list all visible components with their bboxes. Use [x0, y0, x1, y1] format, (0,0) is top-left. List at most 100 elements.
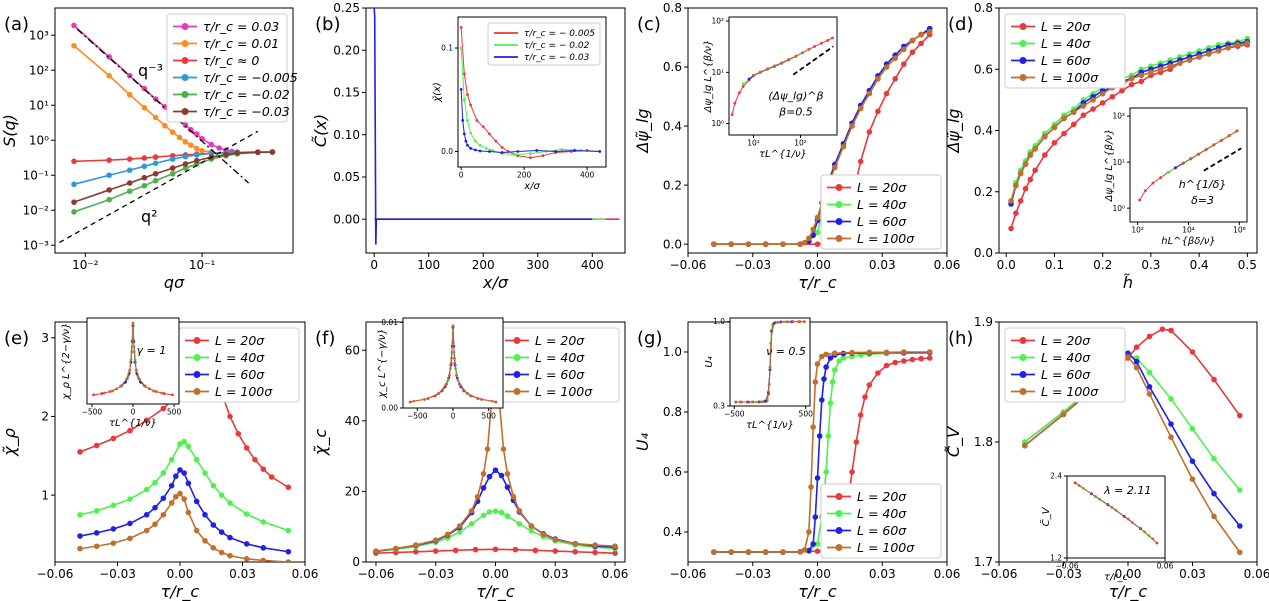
a-xtick-label: 10⁻²	[72, 258, 99, 272]
c-data-point	[813, 45, 817, 48]
b-data-point	[478, 143, 482, 147]
f-ytick-label: 0.00	[381, 404, 398, 413]
d-data-point	[1128, 75, 1135, 82]
c-data-point	[883, 90, 890, 97]
g-data-point	[883, 362, 890, 369]
a-data-point	[126, 188, 133, 194]
a-data-point	[152, 177, 159, 184]
a-data-point	[106, 196, 112, 203]
f-data-point	[528, 528, 535, 534]
f-data-point	[393, 545, 399, 552]
a-data-point	[106, 157, 112, 163]
e-data-point	[160, 391, 164, 395]
g-data-point	[808, 484, 814, 490]
d-xtick-label: 0.1	[1045, 258, 1064, 272]
d-data-point	[1143, 189, 1147, 193]
f-data-point	[504, 513, 511, 519]
h-legend-marker	[1019, 337, 1027, 344]
d-data-point	[1080, 103, 1087, 109]
f-data-point	[552, 536, 559, 543]
c-ytick-label: 10⁰	[711, 119, 724, 128]
d-series-3	[1181, 130, 1238, 165]
g-data-point	[760, 400, 763, 404]
d-data-point	[1244, 40, 1251, 47]
e-data-point	[132, 350, 136, 354]
c-data-point	[918, 40, 924, 47]
a-data-point	[106, 72, 112, 79]
g-data-point	[831, 350, 838, 357]
f-data-point	[480, 470, 487, 477]
a-data-point	[71, 22, 77, 29]
c-data-point	[759, 70, 762, 74]
g-data-point	[883, 349, 890, 356]
c-legend-marker	[835, 184, 843, 191]
f-data-point	[373, 548, 379, 554]
d-data-point	[1109, 94, 1116, 100]
f-data-point	[412, 399, 416, 403]
d-inset-annotation: δ=3	[1191, 194, 1214, 207]
e-data-point	[285, 559, 292, 562]
a-data-point	[193, 152, 200, 158]
d-data-point	[1148, 69, 1154, 76]
e-data-point	[119, 384, 123, 388]
d-xtick-label: 10⁴	[1182, 226, 1195, 235]
e-data-point	[93, 508, 100, 514]
f-data-point	[592, 542, 598, 548]
h-data-point	[1094, 495, 1097, 498]
f-xtick-label: −500	[407, 412, 428, 421]
g-data-point	[816, 433, 823, 439]
d-data-point	[1181, 161, 1185, 165]
h-x-axis-label: τ/r_c	[1109, 582, 1148, 601]
panel-label-c: (c)	[637, 14, 661, 35]
d-ytick-label: 0.6	[974, 62, 993, 76]
d-data-point	[1061, 130, 1067, 137]
g-legend-marker	[835, 527, 843, 534]
h-series-3	[1077, 484, 1155, 541]
d-data-point	[1204, 148, 1208, 152]
d-xtick-label: 0.4	[1190, 258, 1209, 272]
c-data-point	[745, 241, 752, 247]
g-data-point	[819, 397, 825, 403]
c-ytick-label: 0.8	[663, 1, 682, 15]
d-data-point	[1215, 48, 1222, 54]
d-data-point	[1225, 45, 1231, 51]
g-data-point	[901, 349, 907, 355]
f-data-point	[612, 550, 618, 556]
f-data-point	[432, 537, 439, 543]
g-legend: L = 20σ L = 40σ L = 60σ L = 100σ	[820, 483, 942, 559]
e-data-point	[181, 470, 187, 476]
d-x-axis-label: h̃	[1123, 273, 1133, 292]
e-inset: −500 0 500 τL^{1/ν} χ_ρ L^{2−γ/ν} γ = 1	[61, 317, 181, 429]
d-legend-frame	[1004, 13, 1126, 89]
b-data-point	[529, 152, 532, 155]
g-ytick-label: 0.3	[713, 402, 725, 411]
a-guide-line	[59, 130, 259, 244]
a-data-point	[152, 170, 159, 177]
e-data-point	[127, 496, 133, 502]
d-data-point	[1051, 124, 1058, 131]
a-data-point	[152, 154, 159, 160]
c-data-point	[733, 101, 737, 105]
h-xtick-label: 0.03	[1179, 567, 1206, 581]
b-data-point	[554, 150, 558, 153]
g-legend-label: L = 40σ	[857, 506, 907, 521]
c-data-point	[831, 164, 838, 171]
b-data-point	[481, 125, 485, 129]
g-inset: −500 500 0.3 1.0 τL^{1/ν} U₄ ν = 0.5	[704, 317, 813, 431]
g-data-point	[728, 549, 734, 555]
d-xtick-label: 0.5	[1238, 258, 1257, 272]
e-data-point	[160, 495, 167, 502]
a-data-point	[193, 131, 200, 137]
g-data-point	[918, 355, 924, 362]
c-xtick-label: −0.03	[734, 258, 771, 272]
f-data-point	[572, 548, 578, 555]
b-series-line	[373, 8, 593, 245]
g-xtick-label: 500	[799, 410, 814, 419]
c-xtick-label: 0.06	[934, 258, 961, 272]
f-data-point	[516, 521, 523, 527]
g-data-point	[745, 549, 752, 555]
g-inset-annotation: ν = 0.5	[766, 345, 806, 358]
e-data-point	[173, 473, 179, 480]
d-data-point	[1090, 97, 1096, 103]
a-data-point	[71, 209, 77, 215]
